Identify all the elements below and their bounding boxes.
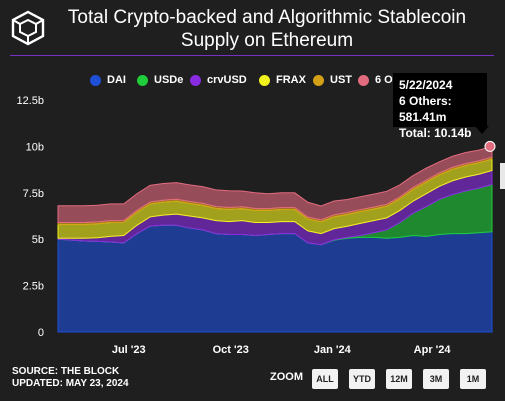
zoom-all-button[interactable]: ALL <box>312 369 338 389</box>
legend-item-usde[interactable]: USDe <box>137 74 183 86</box>
y-tick-label: 12.5b <box>16 95 44 107</box>
legend-label: USDe <box>154 74 184 86</box>
legend-label: DAI <box>107 74 126 86</box>
area-6-others[interactable] <box>57 145 493 223</box>
legend-dot <box>190 74 201 86</box>
legend-dot <box>259 74 270 86</box>
legend-label: crvUSD <box>207 74 247 86</box>
x-tick-label: Jan '24 <box>314 344 352 356</box>
legend-item-frax[interactable]: FRAX <box>259 74 306 86</box>
source-note: SOURCE: THE BLOCK UPDATED: MAY 23, 2024 <box>12 366 129 390</box>
hover-point-marker[interactable] <box>484 140 496 152</box>
legend-item-crvusd[interactable]: crvUSD <box>190 74 247 86</box>
y-tick-label: 10b <box>26 141 44 153</box>
tooltip-date: 5/22/2024 <box>399 78 453 92</box>
tooltip-pointer <box>475 126 489 134</box>
legend-label: UST <box>330 74 352 86</box>
source-text: SOURCE: THE BLOCK <box>12 366 120 377</box>
chart-title-line1: Total Crypto-backed and Algorithmic Stab… <box>67 7 467 28</box>
legend-item-dai[interactable]: DAI <box>90 74 126 86</box>
tooltip-series-value: 6 Others: 581.41m <box>399 94 452 124</box>
stacked-area-chart: 0 2.5b 5b 7.5b 10b 12.5b Jul '23 Oct '23 Jan '24… <box>16 95 496 356</box>
chart-tooltip: 5/22/2024 6 Others: 581.41m Total: 10.14… <box>393 73 487 140</box>
legend-label: FRAX <box>276 74 306 86</box>
scroll-tab[interactable] <box>500 163 505 189</box>
legend-item-ust[interactable]: UST <box>313 74 352 86</box>
y-tick-label: 7.5b <box>23 188 44 200</box>
legend-dot <box>137 74 148 86</box>
zoom-12m-button[interactable]: 12M <box>386 369 412 389</box>
title-divider <box>10 55 494 56</box>
legend-dot <box>90 74 101 86</box>
updated-text: UPDATED: MAY 23, 2024 <box>12 378 129 389</box>
y-tick-label: 5b <box>32 234 44 246</box>
zoom-3m-button[interactable]: 3M <box>423 369 449 389</box>
legend-dot <box>313 74 324 86</box>
the-block-cube-icon <box>11 10 45 46</box>
legend-dot <box>358 74 369 86</box>
x-tick-label: Jul '23 <box>112 344 146 356</box>
x-tick-label: Oct '23 <box>213 344 249 356</box>
tooltip-total: Total: 10.14b <box>399 126 472 140</box>
chart-header: Total Crypto-backed and Algorithmic Stab… <box>0 0 505 58</box>
zoom-label: ZOOM <box>270 371 303 383</box>
chart-title: Total Crypto-backed and Algorithmic Stab… <box>52 6 482 52</box>
chart-title-line2: Supply on Ethereum <box>180 30 354 51</box>
zoom-1m-button[interactable]: 1M <box>460 369 486 389</box>
y-tick-label: 0 <box>38 327 44 339</box>
zoom-ytd-button[interactable]: YTD <box>349 369 375 389</box>
y-tick-label: 2.5b <box>23 281 44 293</box>
x-tick-label: Apr '24 <box>414 344 452 356</box>
